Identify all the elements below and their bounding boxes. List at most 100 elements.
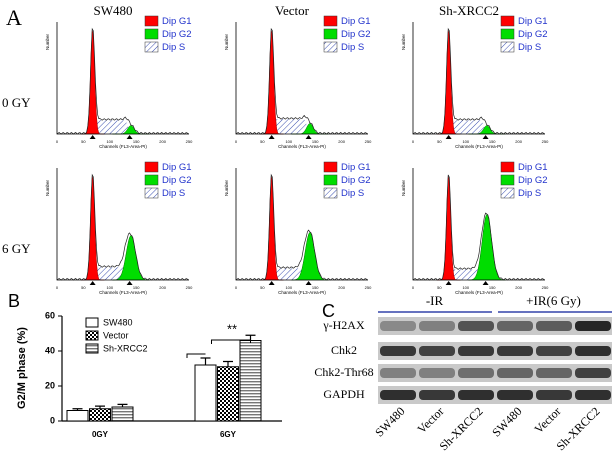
axes (412, 168, 545, 281)
x-tick-label: 0 (56, 285, 59, 290)
legend-label: Dip S (341, 42, 364, 53)
blot-band (380, 390, 416, 400)
phase-g1 (436, 176, 461, 281)
histogram-outline (412, 174, 546, 281)
blot-band (419, 390, 455, 400)
column-title: Sh-XRCC2 (439, 3, 499, 18)
x-tick-label: 200 (159, 285, 166, 290)
x-tick-label: 0 (412, 285, 415, 290)
legend-swatch (323, 187, 338, 199)
x-tick-label: 150 (489, 139, 496, 144)
bar (111, 406, 134, 422)
legend-label: Dip S (162, 188, 185, 199)
error-bar (95, 405, 105, 409)
x-tick-label: 150 (133, 285, 140, 290)
blot-band (497, 390, 533, 400)
error-bar (223, 360, 233, 367)
row-label: 6 GY (2, 241, 31, 256)
panel-label: B (8, 291, 20, 311)
error-bar (117, 403, 128, 407)
x-tick-label: 100 (106, 139, 113, 144)
bracket (186, 339, 251, 358)
x-axis-label: Channels (FL3-Area-PI) (99, 290, 147, 295)
x-tick-label: 50 (260, 139, 265, 144)
lane-label: SW480 (372, 404, 407, 439)
row-label: 0 GY (2, 95, 31, 110)
legend-label: Vector (103, 330, 129, 340)
blot-band (575, 390, 611, 400)
column-title: Vector (275, 3, 310, 18)
y-tick-label: 60 (45, 310, 55, 320)
legend-label: Sh-XRCC2 (103, 343, 148, 353)
y-axis-label: Number (45, 180, 50, 197)
y-tick-label: 0 (50, 415, 55, 425)
phase-s (271, 119, 310, 134)
bar (239, 340, 262, 422)
legend-label: Dip G1 (341, 16, 371, 27)
blot-band (536, 346, 572, 356)
legend-label: Dip S (518, 188, 541, 199)
blot-band (536, 321, 572, 331)
x-tick-label: 250 (365, 139, 372, 144)
legend-swatch (85, 330, 99, 341)
histogram-outline (235, 173, 369, 281)
blot-band (536, 390, 572, 400)
blot-band (497, 346, 533, 356)
x-tick-label: 100 (106, 285, 113, 290)
panel-label: A (6, 5, 22, 30)
legend-label: Dip G2 (518, 175, 548, 186)
x-tick-label: 100 (462, 139, 469, 144)
row-label: Chk2-Thr68 (314, 365, 373, 379)
legend-label: Dip G2 (341, 29, 371, 40)
error-bar (200, 357, 211, 365)
legend-swatch (323, 161, 338, 173)
legend-swatch (144, 174, 159, 186)
bar (194, 364, 217, 422)
legend-label: SW480 (103, 317, 133, 327)
peak-markers (268, 281, 312, 285)
y-axis-label: Number (224, 34, 229, 51)
x-tick-label: 250 (542, 285, 549, 290)
legend-swatch (500, 28, 515, 40)
x-tick-label: 250 (365, 285, 372, 290)
bar (66, 410, 89, 422)
x-tick-label: 0 (56, 139, 59, 144)
panel-label: C (322, 301, 335, 321)
blot-band (380, 321, 416, 331)
group-label: -IR (426, 293, 444, 308)
x-tick-label: 150 (312, 139, 319, 144)
peak-markers (445, 281, 489, 285)
legend-swatch (144, 28, 159, 40)
axes (56, 168, 189, 281)
phase-g1 (436, 30, 461, 135)
peak-markers (89, 135, 133, 139)
legend-swatch (144, 161, 159, 173)
histogram-outline (56, 27, 190, 135)
x-axis-label: Channels (FL3-Area-PI) (278, 144, 326, 149)
x-tick-label: 50 (437, 285, 442, 290)
blot-band (380, 368, 416, 378)
blot-band (419, 368, 455, 378)
x-tick-label: 0 (412, 139, 415, 144)
lane-label: Vector (415, 404, 447, 436)
x-tick-label: 50 (81, 139, 86, 144)
x-tick-label: 50 (260, 285, 265, 290)
x-tick-label: 0GY (92, 430, 109, 439)
y-tick-label: 20 (45, 380, 55, 390)
blot-band (419, 346, 455, 356)
blot-band (458, 321, 494, 331)
legend-swatch (323, 15, 338, 27)
x-tick-label: 100 (462, 285, 469, 290)
x-tick-label: 250 (542, 139, 549, 144)
blot-band (380, 346, 416, 356)
phase-g1 (259, 176, 284, 281)
peak-markers (445, 135, 489, 139)
phase-s (92, 120, 131, 134)
blot-band (536, 368, 572, 378)
legend-label: Dip S (341, 188, 364, 199)
blot-band (497, 368, 533, 378)
x-tick-label: 200 (338, 139, 345, 144)
legend-label: Dip G1 (518, 162, 548, 173)
blot-band (458, 390, 494, 400)
